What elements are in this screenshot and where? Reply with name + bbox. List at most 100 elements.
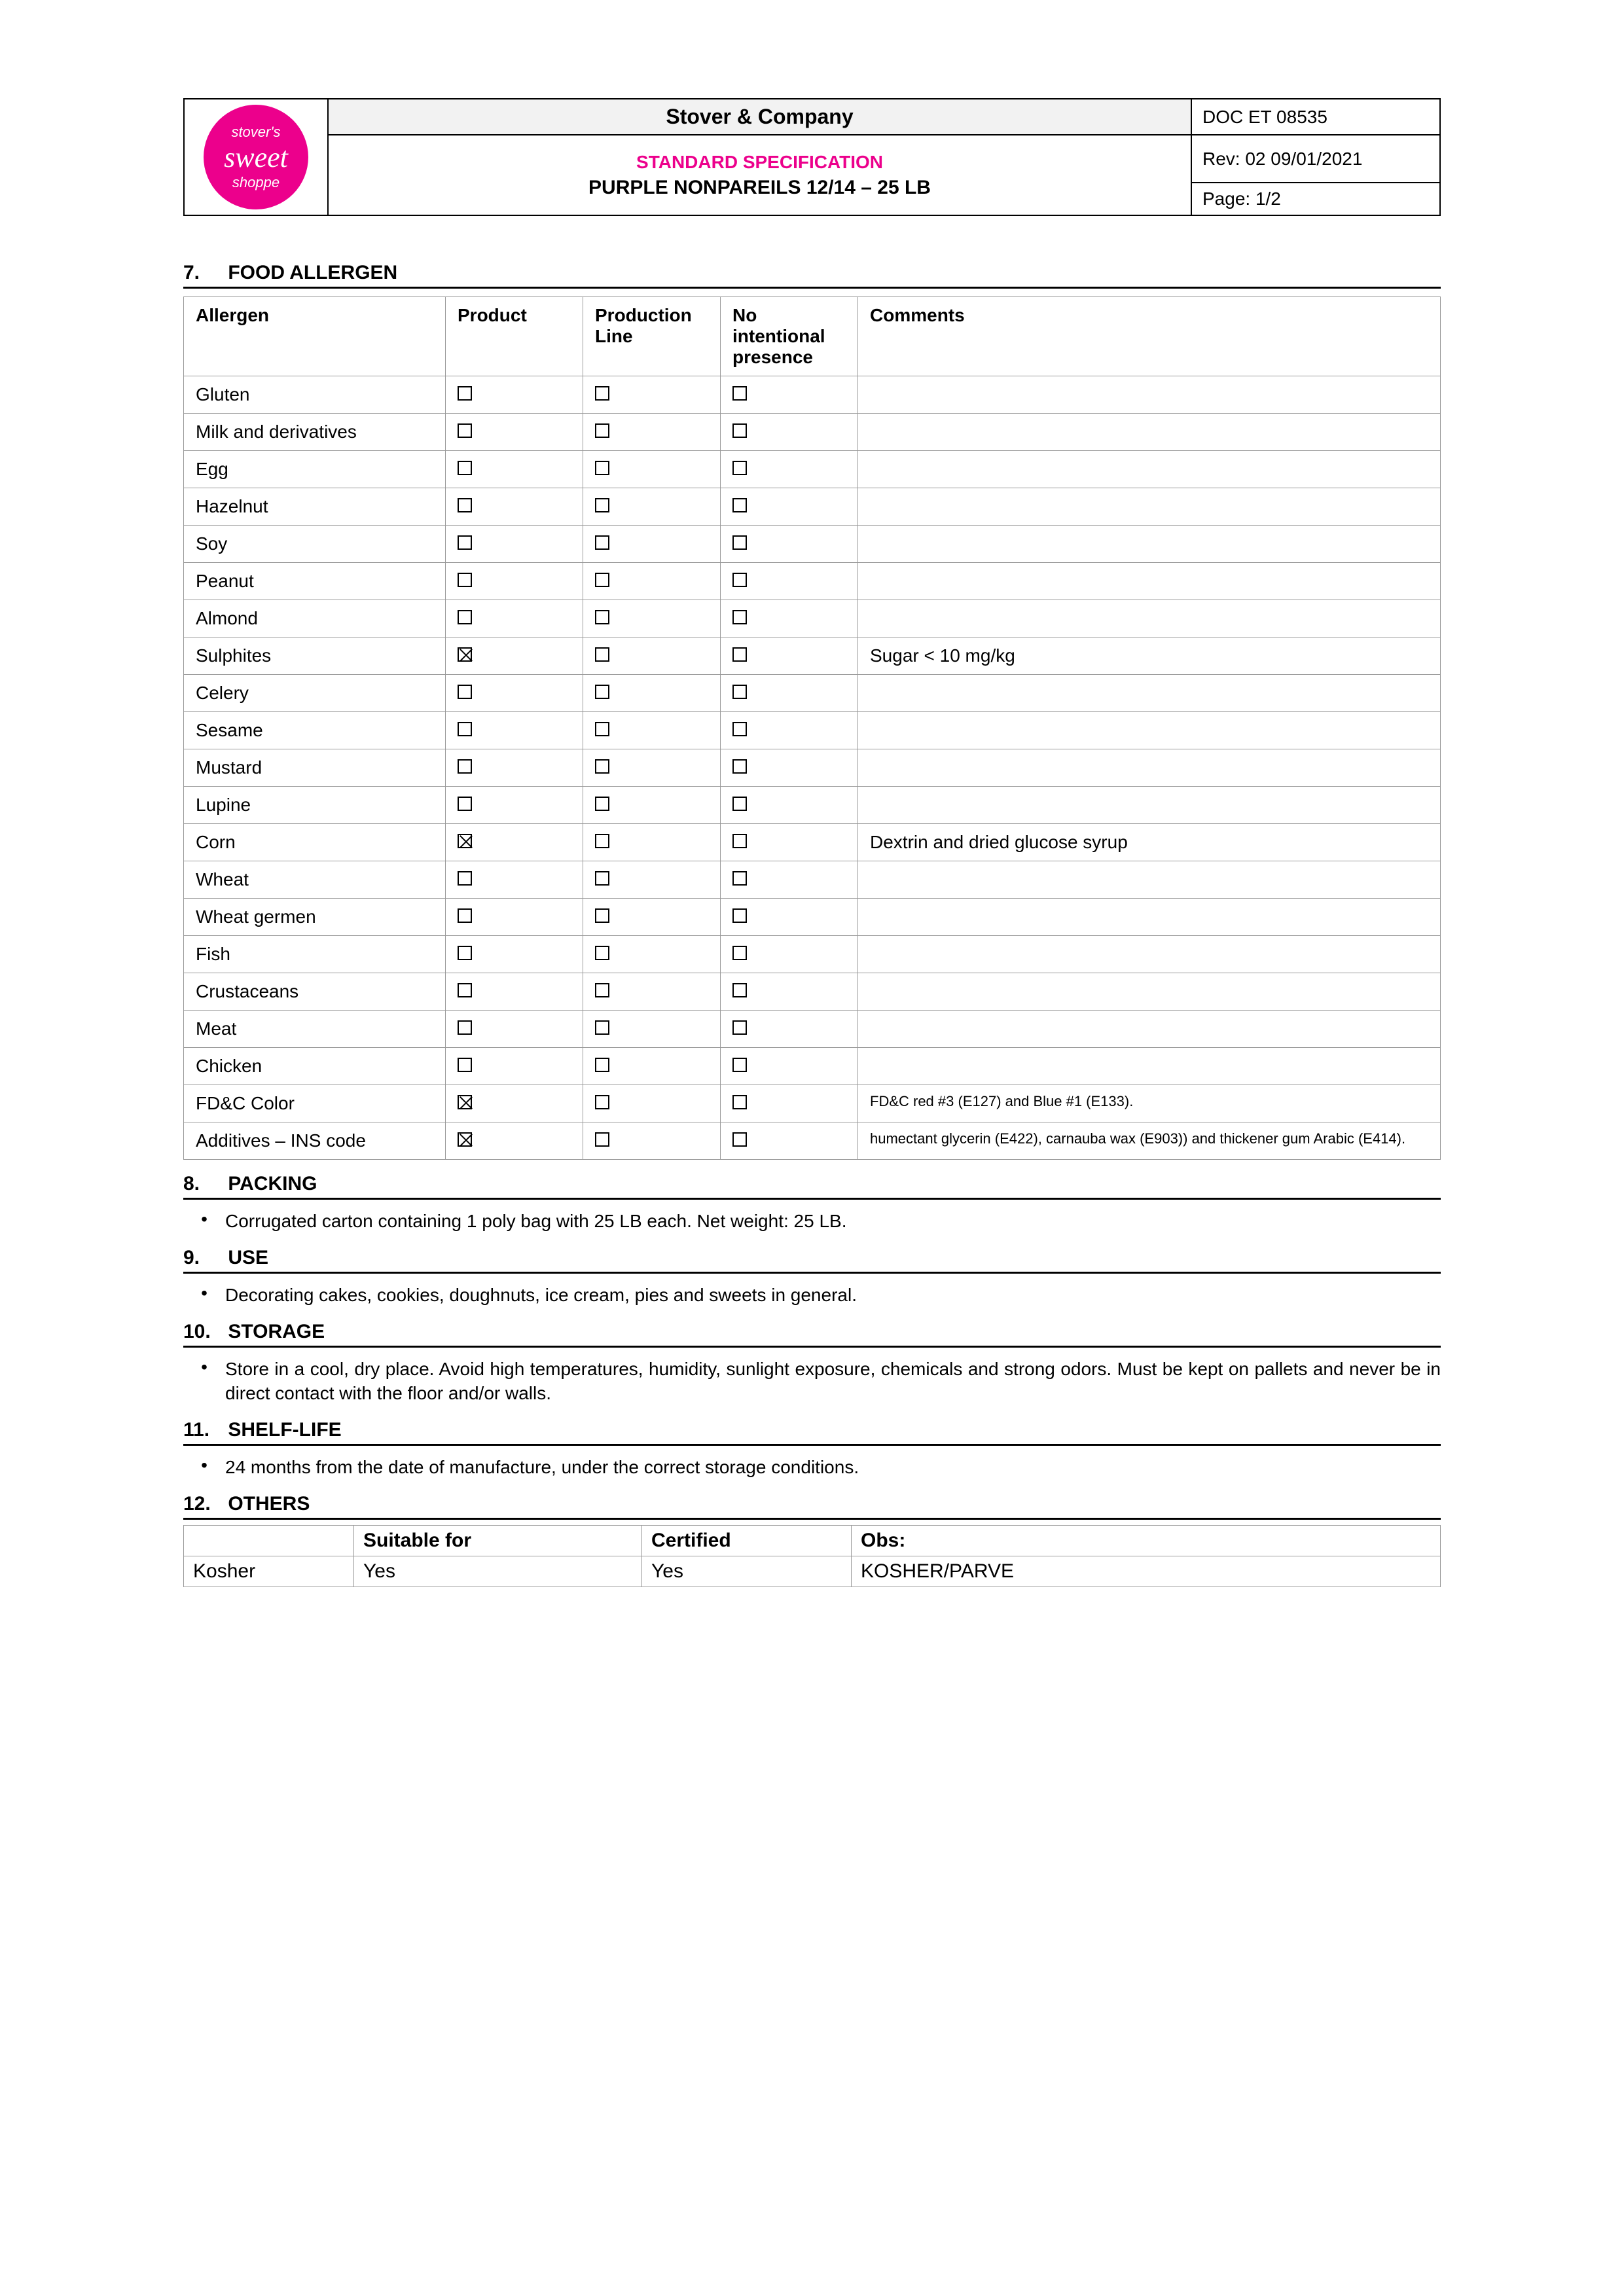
allergen-comment: [858, 936, 1441, 973]
checkbox-icon: [595, 573, 609, 587]
checkbox-icon: [458, 759, 472, 774]
allergen-check: [446, 376, 583, 414]
doc-rev: Rev: 02 09/01/2021: [1191, 135, 1440, 183]
section9-heading: 9. USE: [183, 1247, 1441, 1274]
checkbox-icon: [732, 647, 747, 662]
checkbox-icon: [458, 386, 472, 401]
allergen-row: Lupine: [184, 787, 1441, 824]
allergen-row: Gluten: [184, 376, 1441, 414]
allergen-check: [721, 899, 858, 936]
allergen-check: [721, 1085, 858, 1122]
allergen-check: [446, 973, 583, 1011]
others-suitable: Yes: [354, 1556, 642, 1587]
checkbox-icon: [732, 1132, 747, 1147]
section10-title: STORAGE: [228, 1321, 325, 1342]
checkbox-icon: [732, 722, 747, 736]
checkbox-icon: [595, 908, 609, 923]
allergen-name: Fish: [184, 936, 446, 973]
allergen-check: [583, 563, 721, 600]
allergen-check: [721, 600, 858, 637]
allergen-check: [446, 712, 583, 749]
section9-text: Decorating cakes, cookies, doughnuts, ic…: [225, 1283, 1441, 1308]
allergen-check: [446, 526, 583, 563]
checkbox-icon: [458, 647, 472, 662]
allergen-check: [721, 451, 858, 488]
others-col-1: Suitable for: [354, 1525, 642, 1556]
others-col-0: [184, 1525, 354, 1556]
allergen-name: Almond: [184, 600, 446, 637]
others-obs: KOSHER/PARVE: [852, 1556, 1441, 1587]
others-certified: Yes: [642, 1556, 852, 1587]
logo-line1: stover's: [231, 124, 280, 141]
checkbox-icon: [458, 797, 472, 811]
allergen-check: [583, 824, 721, 861]
allergen-row: FD&C ColorFD&C red #3 (E127) and Blue #1…: [184, 1085, 1441, 1122]
allergen-check: [583, 1011, 721, 1048]
allergen-row: Almond: [184, 600, 1441, 637]
section9-bullet: • Decorating cakes, cookies, doughnuts, …: [183, 1283, 1441, 1308]
bullet-icon: •: [183, 1283, 225, 1308]
allergen-check: [721, 973, 858, 1011]
allergen-name: Sulphites: [184, 637, 446, 675]
allergen-comment: Sugar < 10 mg/kg: [858, 637, 1441, 675]
checkbox-icon: [732, 1020, 747, 1035]
section8-num: 8.: [183, 1173, 223, 1195]
checkbox-icon: [458, 610, 472, 624]
checkbox-icon: [732, 1058, 747, 1072]
allergen-table: AllergenProductProduction LineNo intenti…: [183, 296, 1441, 1160]
checkbox-icon: [595, 647, 609, 662]
allergen-check: [721, 637, 858, 675]
allergen-check: [721, 749, 858, 787]
allergen-row: Meat: [184, 1011, 1441, 1048]
spec-subtitle: PURPLE NONPAREILS 12/14 – 25 LB: [339, 177, 1180, 199]
checkbox-icon: [458, 946, 472, 960]
allergen-check: [446, 637, 583, 675]
checkbox-icon: [595, 797, 609, 811]
allergen-check: [721, 414, 858, 451]
allergen-check: [446, 1122, 583, 1160]
section11-text: 24 months from the date of manufacture, …: [225, 1455, 1441, 1480]
checkbox-icon: [595, 1132, 609, 1147]
allergen-comment: [858, 526, 1441, 563]
allergen-comment: [858, 861, 1441, 899]
allergen-name: Egg: [184, 451, 446, 488]
allergen-check: [583, 973, 721, 1011]
allergen-check: [583, 749, 721, 787]
allergen-check: [446, 1085, 583, 1122]
allergen-check: [583, 526, 721, 563]
allergen-row: Wheat: [184, 861, 1441, 899]
allergen-comment: FD&C red #3 (E127) and Blue #1 (E133).: [858, 1085, 1441, 1122]
checkbox-icon: [595, 759, 609, 774]
allergen-row: Milk and derivatives: [184, 414, 1441, 451]
checkbox-icon: [595, 722, 609, 736]
checkbox-icon: [458, 983, 472, 997]
section9-num: 9.: [183, 1247, 223, 1269]
section12-heading: 12. OTHERS: [183, 1493, 1441, 1520]
logo-cell: stover's sweet shoppe: [184, 99, 328, 215]
allergen-check: [721, 787, 858, 824]
allergen-check: [721, 563, 858, 600]
allergen-comment: Dextrin and dried glucose syrup: [858, 824, 1441, 861]
allergen-check: [446, 787, 583, 824]
allergen-row: Soy: [184, 526, 1441, 563]
allergen-check: [721, 675, 858, 712]
section11-bullet: • 24 months from the date of manufacture…: [183, 1455, 1441, 1480]
allergen-check: [583, 600, 721, 637]
allergen-check: [583, 936, 721, 973]
section8-text: Corrugated carton containing 1 poly bag …: [225, 1209, 1441, 1234]
checkbox-icon: [595, 946, 609, 960]
allergen-row: Egg: [184, 451, 1441, 488]
checkbox-icon: [458, 535, 472, 550]
allergen-check: [583, 414, 721, 451]
allergen-check: [446, 1011, 583, 1048]
allergen-name: Hazelnut: [184, 488, 446, 526]
checkbox-icon: [732, 797, 747, 811]
allergen-row: Fish: [184, 936, 1441, 973]
allergen-check: [446, 451, 583, 488]
checkbox-icon: [732, 946, 747, 960]
section8-title: PACKING: [228, 1173, 317, 1194]
section10-bullet: • Store in a cool, dry place. Avoid high…: [183, 1357, 1441, 1407]
allergen-name: Corn: [184, 824, 446, 861]
section10-heading: 10. STORAGE: [183, 1321, 1441, 1348]
section9-title: USE: [228, 1247, 268, 1268]
